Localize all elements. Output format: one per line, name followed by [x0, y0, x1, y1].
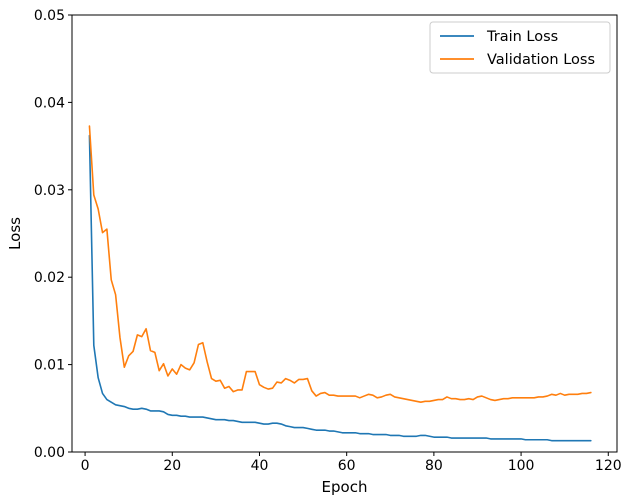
x-tick-label: 80	[425, 458, 443, 474]
y-tick-label: 0.01	[34, 358, 65, 374]
x-tick-label: 20	[163, 458, 181, 474]
x-tick-label: 40	[251, 458, 269, 474]
legend-label-train-loss: Train Loss	[486, 29, 558, 45]
legend-label-validation-loss: Validation Loss	[487, 52, 595, 68]
y-tick-label: 0.05	[34, 8, 65, 24]
y-tick-label: 0.04	[34, 95, 65, 111]
y-tick-label: 0.03	[34, 183, 65, 199]
y-axis-label: Loss	[6, 217, 24, 250]
legend: Train Loss Validation Loss	[430, 22, 610, 73]
y-tick-label: 0.02	[34, 270, 65, 286]
x-tick-label: 0	[81, 458, 90, 474]
x-tick-label: 60	[338, 458, 356, 474]
y-tick-label: 0.00	[34, 445, 65, 461]
x-tick-label: 120	[595, 458, 622, 474]
x-tick-label: 100	[508, 458, 535, 474]
x-axis-label: Epoch	[322, 478, 368, 495]
